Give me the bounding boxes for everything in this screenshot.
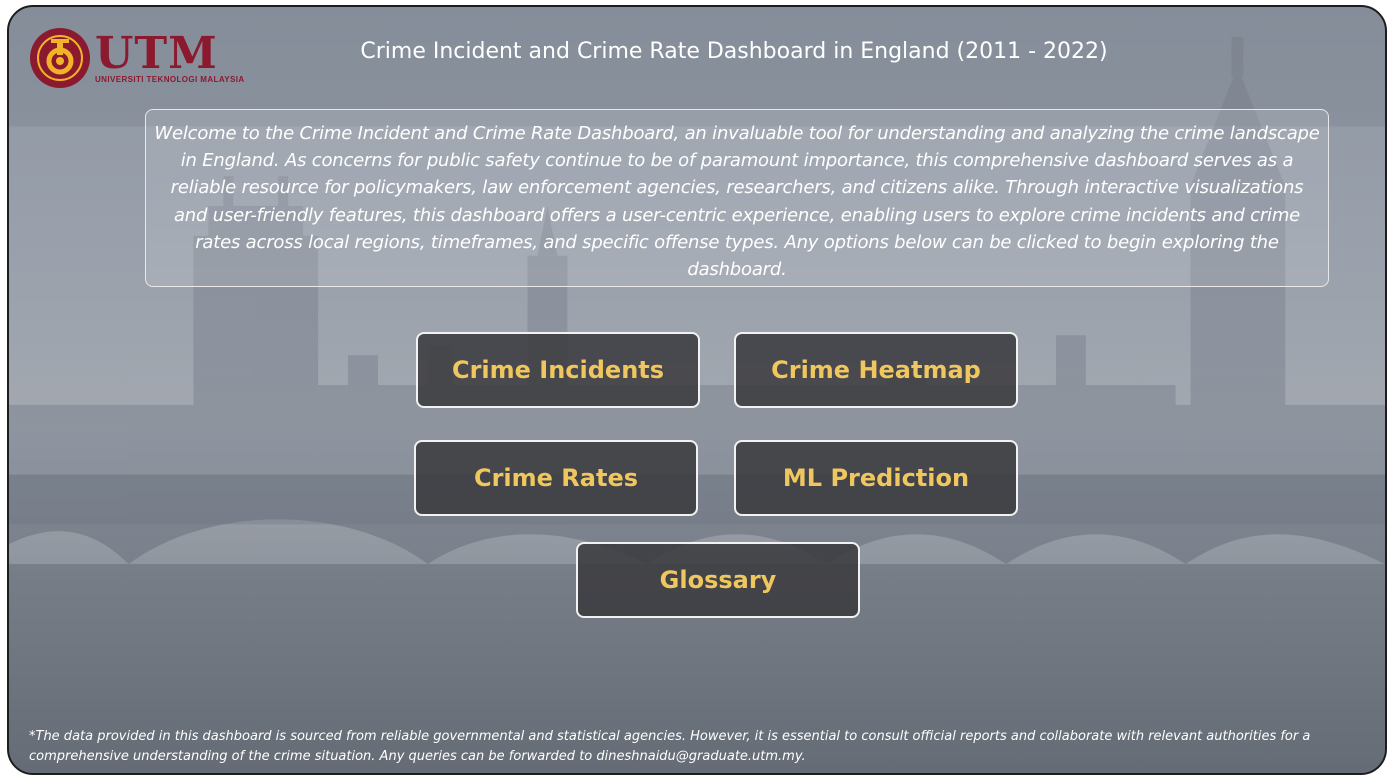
glossary-button[interactable]: Glossary	[576, 542, 860, 618]
logo-title: UTM	[95, 28, 218, 79]
crime-rates-button[interactable]: Crime Rates	[414, 440, 698, 516]
page-title: Crime Incident and Crime Rate Dashboard …	[360, 39, 1108, 64]
footnote: *The data provided in this dashboard is …	[29, 729, 1311, 764]
ml-prediction-button[interactable]: ML Prediction	[734, 440, 1018, 516]
utm-logo: UTM UNIVERSITI TEKNOLOGI MALAYSIA	[29, 27, 244, 91]
logo-subtitle: UNIVERSITI TEKNOLOGI MALAYSIA	[95, 75, 245, 84]
welcome-text-box: Welcome to the Crime Incident and Crime …	[145, 109, 1329, 287]
dashboard-frame: UTM UNIVERSITI TEKNOLOGI MALAYSIA Crime …	[7, 5, 1387, 775]
crime-incidents-button[interactable]: Crime Incidents	[416, 332, 700, 408]
crime-heatmap-button[interactable]: Crime Heatmap	[734, 332, 1018, 408]
utm-emblem-icon	[30, 28, 90, 88]
